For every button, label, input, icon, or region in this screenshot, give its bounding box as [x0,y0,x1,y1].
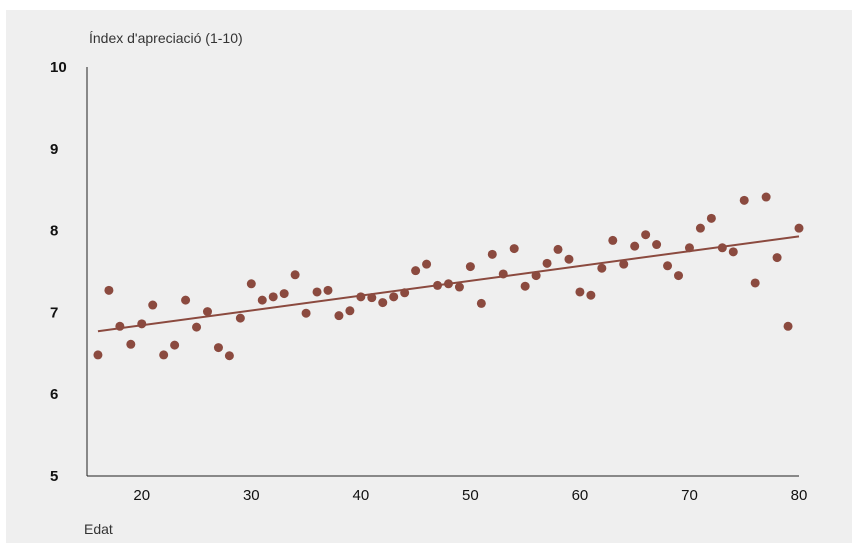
scatter-chart: Índex d'apreciació (1-10) Edat 5 6 7 8 9 10 20… [50,30,807,537]
data-point [739,195,749,205]
x-tick-label: 30 [243,487,260,504]
x-tick-label: 20 [133,487,150,504]
data-point [104,285,114,295]
data-point [630,241,640,251]
data-point [137,319,147,329]
data-point [619,259,629,269]
data-point [279,289,289,299]
x-axis-label: Edat [84,521,113,537]
data-point [422,259,432,269]
y-tick-label: 8 [50,223,58,240]
data-point [553,244,563,254]
data-point [323,285,333,295]
data-point [586,290,596,300]
axes: 5 6 7 8 9 10 20 30 40 50 60 70 80 [50,59,807,504]
data-point [564,254,574,264]
data-point [761,192,771,202]
data-point [93,350,103,360]
data-point [192,322,202,332]
points-layer [93,192,804,361]
data-point [575,287,585,297]
data-point [367,293,377,303]
data-point [641,230,651,240]
data-point [674,271,684,281]
data-point [794,223,804,233]
data-point [224,351,234,361]
x-tick-label: 70 [681,487,698,504]
data-point [684,243,694,253]
data-point [443,279,453,289]
data-point [772,253,782,263]
data-point [378,298,388,308]
y-tick-label: 7 [50,304,58,321]
data-point [498,269,508,279]
y-tick-label: 5 [50,468,58,485]
data-point [433,280,443,290]
data-point [312,287,322,297]
data-point [454,282,464,292]
data-point [728,247,738,257]
data-point [235,313,245,323]
data-point [170,340,180,350]
data-point [597,263,607,273]
data-point [706,213,716,223]
data-point [268,292,278,302]
data-point [663,261,673,271]
y-tick-label: 6 [50,386,58,403]
data-point [520,281,530,291]
data-point [531,271,541,281]
data-point [783,321,793,331]
data-point [750,278,760,288]
data-point [159,350,169,360]
data-point [356,292,366,302]
data-point [301,308,311,318]
chart-panel: Índex d'apreciació (1-10) Edat 5 6 7 8 9 10 20… [6,10,852,543]
data-point [246,279,256,289]
data-point [652,240,662,250]
y-tick-label: 9 [50,141,58,158]
data-point [148,300,158,310]
y-axis-label: Índex d'apreciació (1-10) [89,30,243,46]
data-point [542,258,552,268]
data-point [608,235,618,245]
data-point [695,223,705,233]
x-tick-label: 50 [462,487,479,504]
data-point [126,339,136,349]
data-point [257,295,267,305]
data-point [202,307,212,317]
data-point [400,288,410,298]
data-point [411,266,421,276]
data-point [476,298,486,308]
data-point [213,343,223,353]
data-point [487,249,497,259]
data-point [509,244,519,254]
y-tick-label: 10 [50,59,67,76]
x-tick-label: 60 [572,487,589,504]
data-point [334,311,344,321]
data-point [389,292,399,302]
data-point [345,306,355,316]
x-tick-label: 40 [353,487,370,504]
data-point [181,295,191,305]
data-point [465,262,475,272]
x-tick-label: 80 [791,487,808,504]
data-point [115,321,125,331]
data-point [717,243,727,253]
data-point [290,270,300,280]
